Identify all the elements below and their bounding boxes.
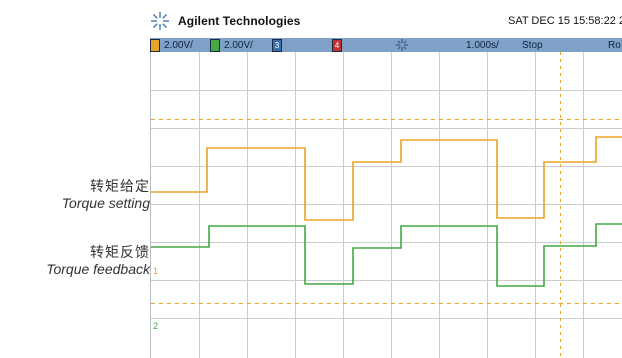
trigger-icon — [396, 39, 408, 51]
timebase-readout[interactable]: 1.000s/ — [466, 39, 499, 51]
ch2-badge — [210, 38, 220, 52]
channel-status-bar: 2.00V/ 2.00V/ 3 4 1.000s/ Stop Ro — [150, 38, 622, 52]
waveform-traces: 12 — [151, 136, 622, 331]
brand-name: Agilent Technologies — [178, 14, 301, 28]
ch3-indicator[interactable]: 3 — [272, 38, 282, 52]
ch2-scale-value: 2.00V/ — [224, 39, 253, 51]
agilent-spark-icon — [151, 12, 169, 30]
datetime-readout: SAT DEC 15 15:58:22 20 — [508, 15, 622, 27]
trigger-indicator[interactable] — [396, 38, 408, 52]
ch2-ground-marker: 2 — [153, 321, 158, 331]
ch4-badge: 4 — [332, 38, 342, 52]
ch1-scale[interactable]: 2.00V/ — [150, 38, 193, 52]
torque-feedback-label-cn: 转矩反馈 — [90, 244, 150, 260]
ch3-badge: 3 — [272, 38, 282, 52]
ch1-ground-marker: 1 — [153, 266, 158, 276]
run-state[interactable]: Stop — [522, 39, 543, 51]
ch1-badge — [150, 38, 160, 52]
torque-setting-label-en: Torque setting — [61, 195, 150, 211]
torque-feedback-label-en: Torque feedback — [46, 261, 150, 277]
ch1-scale-value: 2.00V/ — [164, 39, 193, 51]
ch4-indicator[interactable]: 4 — [332, 38, 342, 52]
brand-area: Agilent Technologies — [150, 12, 300, 30]
trailing-readout: Ro — [608, 39, 621, 51]
ch2-scale[interactable]: 2.00V/ — [210, 38, 253, 52]
torque-setting-trace — [151, 136, 622, 221]
torque-setting-label-cn: 转矩给定 — [90, 178, 150, 194]
torque-feedback-trace — [151, 223, 622, 287]
